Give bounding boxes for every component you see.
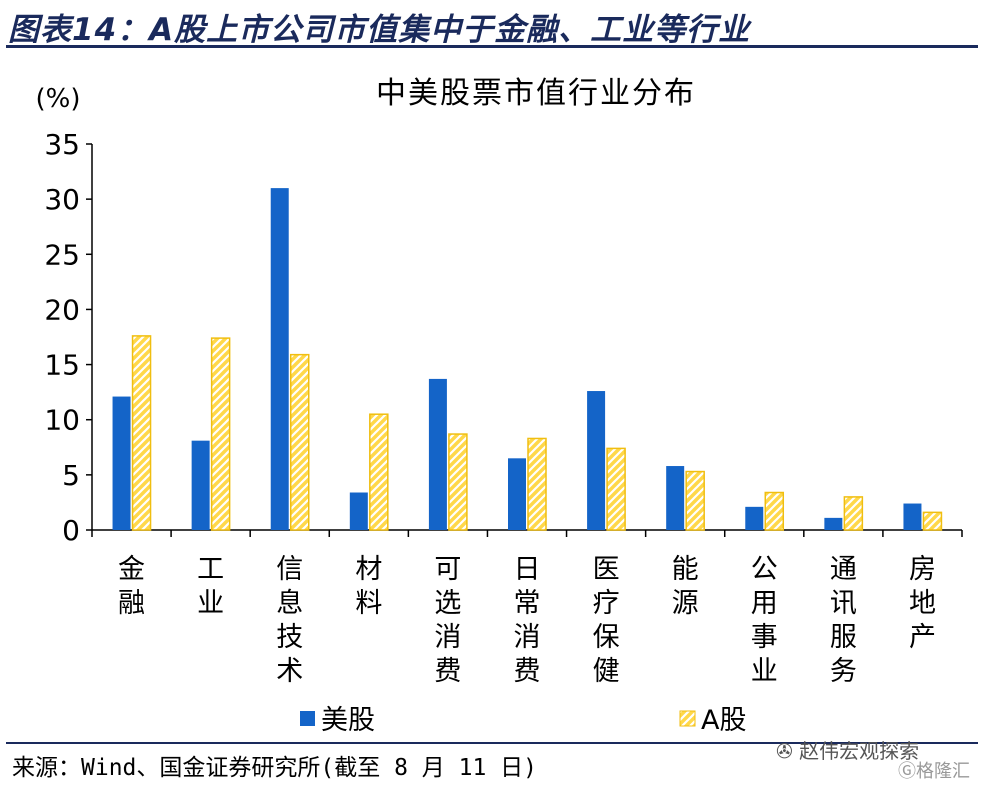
bar-ashare	[685, 470, 705, 531]
x-tick-label: 通讯服务	[830, 554, 857, 687]
y-tick-label: 30	[44, 183, 80, 216]
x-tick-label: 金融	[118, 554, 145, 619]
bar-ashare	[606, 447, 626, 531]
x-tick-label: 房地产	[909, 554, 936, 653]
watermark-text: 赵伟宏观探索	[799, 739, 920, 763]
bar-us	[508, 458, 526, 530]
watermark-sub: Ⓖ格隆汇	[898, 761, 970, 782]
y-tick-label: 15	[44, 349, 80, 382]
y-tick-label: 0	[62, 514, 80, 547]
bar-ashare	[369, 413, 389, 531]
bar-us	[745, 506, 764, 530]
figure-title: 图表14：A股上市公司市值集中于金融、工业等行业	[8, 12, 751, 48]
y-axis-label: (%)	[36, 84, 81, 114]
bar-us	[112, 396, 131, 530]
y-tick-label: 10	[44, 404, 80, 437]
bar-us	[824, 517, 843, 530]
bar-ashare	[843, 496, 864, 531]
title-divider	[6, 45, 978, 48]
x-tick-label: 材料	[355, 554, 382, 619]
source-divider	[6, 742, 978, 744]
y-tick-label: 35	[44, 128, 80, 161]
x-tick-label: 能源	[672, 554, 699, 619]
chart-title: 中美股票市值行业分布	[376, 76, 696, 111]
legend-ashare-label: A股	[701, 705, 746, 736]
bar-us	[349, 492, 368, 530]
bar-ashare	[131, 335, 152, 531]
x-tick-label: 可选消费	[434, 554, 461, 687]
x-tick-label: 公用事业	[751, 554, 778, 687]
legend-ashare-swatch	[679, 710, 696, 727]
wechat-icon: ✇	[776, 739, 793, 763]
y-tick-label: 20	[44, 293, 80, 326]
bar-ashare	[210, 337, 231, 531]
legend-us-swatch	[300, 711, 315, 726]
bar-us	[270, 188, 289, 530]
bar-us	[191, 440, 210, 530]
bar-us	[903, 503, 922, 530]
watermark: ✇ 赵伟宏观探索	[776, 735, 919, 764]
bar-ashare	[527, 437, 547, 531]
x-tick-label: 日常消费	[514, 554, 541, 687]
legend-us-label: 美股	[321, 705, 375, 736]
x-tick-label: 信息技术	[276, 554, 303, 687]
bar-us	[666, 466, 685, 530]
bar-ashare	[922, 511, 943, 531]
bar-ashare	[764, 491, 785, 531]
x-tick-label: 医疗保健	[593, 554, 620, 687]
bar-ashare	[448, 433, 468, 531]
bar-us	[428, 378, 447, 530]
y-tick-label: 25	[44, 238, 80, 271]
source-note: 来源：Wind、国金证券研究所(截至 8 月 11 日)	[12, 755, 538, 781]
x-tick-label: 工业	[197, 554, 224, 619]
bar-us	[587, 391, 606, 530]
y-tick-label: 5	[62, 459, 80, 492]
bar-ashare	[289, 353, 310, 531]
